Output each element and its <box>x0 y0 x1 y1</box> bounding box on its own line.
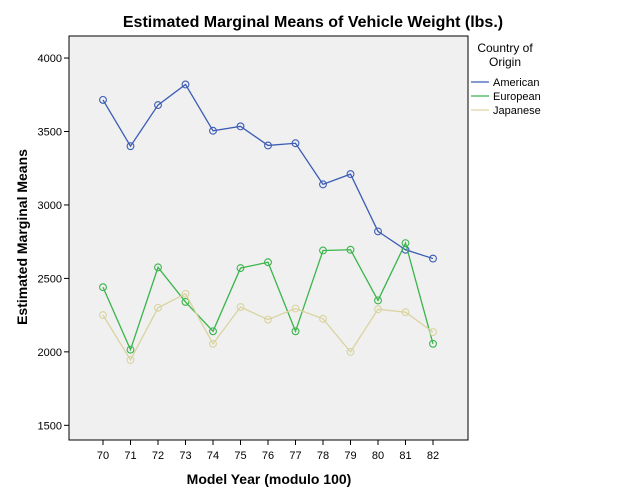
data-point <box>401 308 410 317</box>
data-point <box>374 305 382 314</box>
data-point <box>236 303 245 311</box>
data-point <box>99 283 107 292</box>
data-point <box>126 355 135 364</box>
x-tick-label: 72 <box>152 450 164 462</box>
legend-title-line-1: Country of <box>477 41 533 55</box>
y-tick-label: 3500 <box>38 126 62 138</box>
data-point <box>126 142 135 151</box>
x-tick-label: 70 <box>97 450 109 462</box>
data-point <box>374 296 382 305</box>
y-tick-label: 4000 <box>38 53 62 65</box>
data-point <box>346 170 355 179</box>
chart-title: Estimated Marginal Means of Vehicle Weig… <box>123 14 503 31</box>
x-tick-label: 75 <box>234 450 246 462</box>
series-line <box>102 292 434 362</box>
data-point <box>319 314 327 323</box>
legend-label: European <box>493 91 541 103</box>
data-point <box>236 122 245 131</box>
data-point <box>181 80 190 89</box>
data-point <box>429 254 437 263</box>
y-tick-label: 2000 <box>38 347 62 359</box>
series-european <box>99 239 437 354</box>
data-point <box>264 258 272 267</box>
data-point <box>209 339 217 348</box>
data-point <box>291 139 300 148</box>
data-point <box>209 327 217 336</box>
data-point <box>429 328 437 336</box>
data-point <box>401 239 410 248</box>
x-tick-label: 79 <box>344 450 356 462</box>
y-tick-label: 2500 <box>38 273 62 285</box>
data-point <box>154 303 162 312</box>
x-tick-label: 82 <box>427 450 439 462</box>
data-point <box>209 126 217 135</box>
x-tick-label: 76 <box>262 450 274 462</box>
legend-items: American European Japanese <box>471 77 541 117</box>
x-tick-label: 77 <box>289 450 301 462</box>
x-tick-label: 71 <box>124 450 136 462</box>
x-tick-label: 74 <box>207 450 219 462</box>
plot-area <box>68 35 469 441</box>
legend-title-line-2: Origin <box>489 55 521 69</box>
data-point <box>374 227 382 236</box>
x-tick-label: 78 <box>317 450 329 462</box>
legend-label: Japanese <box>493 105 541 117</box>
data-point <box>291 304 300 313</box>
data-point <box>264 315 272 324</box>
y-tick-label: 1500 <box>38 420 62 432</box>
series-american <box>99 80 437 263</box>
data-point <box>99 95 107 104</box>
data-point <box>319 246 327 255</box>
data-point <box>319 180 327 189</box>
legend: Country of Origin American European Japane… <box>471 41 541 117</box>
y-tick-label: 3000 <box>38 200 62 212</box>
series-line <box>102 83 434 260</box>
data-point <box>154 101 162 109</box>
series-line <box>102 241 434 352</box>
y-axis-title: Estimated Marginal Means <box>14 149 30 325</box>
data-point <box>181 289 190 298</box>
data-point <box>346 245 355 254</box>
legend-label: American <box>493 77 539 89</box>
x-tick-label: 81 <box>399 450 411 462</box>
x-axis: 70 71 72 73 74 75 76 77 78 79 80 81 82 <box>97 440 439 462</box>
series-layer <box>99 80 437 364</box>
data-point <box>264 141 272 150</box>
data-point <box>154 263 162 272</box>
y-axis: 1500 2000 2500 3000 3500 4000 <box>38 53 69 432</box>
series-japanese <box>99 289 437 364</box>
x-tick-label: 73 <box>179 450 191 462</box>
x-tick-label: 80 <box>372 450 384 462</box>
data-point <box>236 264 245 273</box>
data-point <box>99 311 107 320</box>
data-point <box>181 297 190 306</box>
x-axis-title: Model Year (modulo 100) <box>187 471 352 487</box>
data-point <box>429 339 437 348</box>
data-point <box>291 327 300 336</box>
data-point <box>126 345 135 354</box>
data-point <box>346 347 355 356</box>
